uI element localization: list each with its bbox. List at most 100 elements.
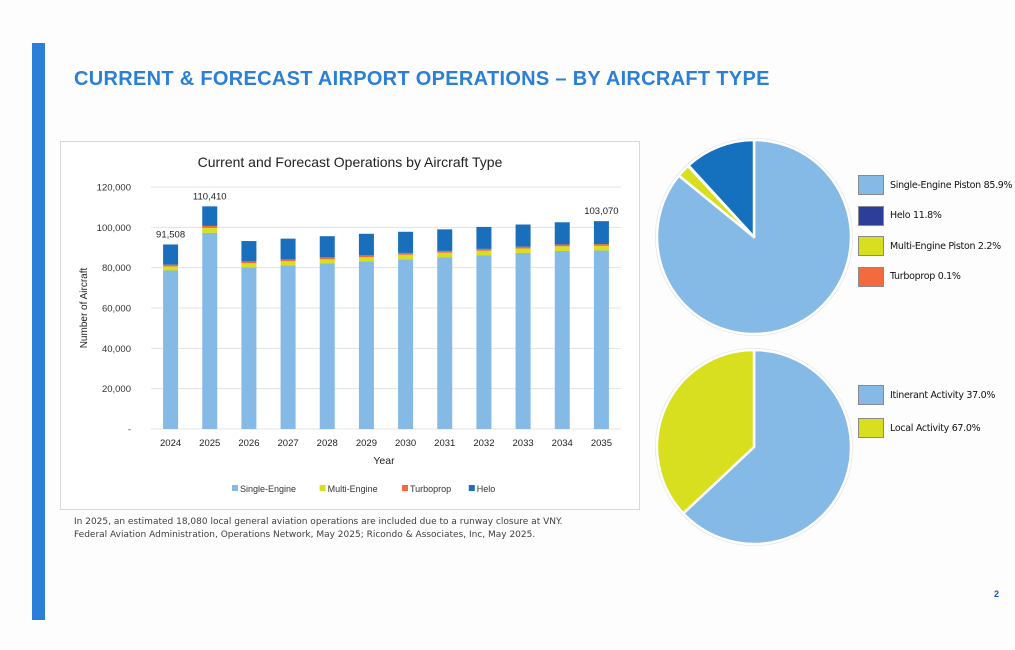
legend-label: Itinerant Activity 37.0% (890, 389, 996, 401)
x-tick-label: 2034 (552, 438, 573, 449)
legend-label: Multi-Engine (328, 484, 378, 494)
bar-segment-single-engine (358, 261, 374, 429)
bar-segment-single-engine (593, 250, 609, 429)
legend-swatch (858, 418, 884, 438)
legend-swatch (858, 385, 884, 405)
bar-chart-container: Current and Forecast Operations by Aircr… (60, 141, 640, 510)
legend-label: Multi-Engine Piston 2.2% (890, 240, 1001, 252)
y-tick-label: 20,000 (102, 384, 131, 395)
legend-swatch (858, 175, 884, 195)
bar-segment-single-engine (476, 255, 492, 429)
pie-slice-helo (687, 138, 756, 239)
legend-swatch (468, 485, 475, 491)
bar-segment-helo (476, 226, 492, 249)
bar-segment-helo (241, 241, 257, 262)
x-tick-label: 2031 (434, 438, 455, 449)
legend-label: Single-Engine (240, 484, 296, 494)
bar-segment-turboprop (398, 252, 414, 255)
y-tick-label: 60,000 (102, 304, 131, 315)
activity-legend-item: Local Activity 67.0% (858, 418, 981, 438)
legend-swatch (402, 485, 408, 491)
aircraft-type-legend-item: Single-Engine Piston 85.9% (858, 175, 1013, 195)
bar-segment-turboprop (476, 248, 492, 251)
legend-label: Helo (477, 484, 496, 494)
bar-segment-helo (202, 206, 218, 226)
data-label: 110,410 (193, 191, 227, 202)
bar-segment-turboprop (515, 246, 531, 249)
x-tick-label: 2024 (160, 438, 181, 449)
bar-segment-turboprop (437, 250, 453, 253)
bar-segment-single-engine (202, 232, 218, 429)
bar-segment-turboprop (202, 225, 218, 228)
bar-segment-single-engine (515, 252, 531, 429)
y-tick-label: 80,000 (102, 263, 131, 274)
bar-chart: Current and Forecast Operations by Aircr… (79, 154, 621, 494)
bar-segment-multi-engine (241, 263, 257, 268)
y-tick-label: 120,000 (97, 183, 131, 194)
x-axis-label: Year (373, 455, 395, 467)
x-tick-label: 2025 (199, 438, 220, 449)
bar-segment-multi-engine (398, 254, 414, 260)
bar-segment-turboprop (280, 259, 296, 262)
bar-segment-multi-engine (554, 246, 570, 251)
y-tick-label: 40,000 (102, 344, 131, 355)
bar-segment-multi-engine (476, 250, 492, 256)
legend-swatch (319, 485, 326, 491)
bar-segment-single-engine (280, 265, 296, 429)
bar-segment-single-engine (554, 250, 570, 429)
data-label: 91,508 (156, 229, 185, 240)
bar-segment-turboprop (554, 244, 570, 247)
bar-segment-turboprop (241, 261, 257, 264)
legend-label: Single-Engine Piston 85.9% (890, 179, 1013, 191)
y-tick-label: - (128, 425, 131, 436)
bar-segment-multi-engine (280, 261, 296, 266)
aircraft-type-pie-chart (655, 138, 853, 336)
page-number: 2 (994, 589, 1000, 599)
activity-legend-item: Itinerant Activity 37.0% (858, 385, 995, 405)
legend-label: Local Activity 67.0% (890, 422, 981, 434)
pie-slice-itinerant (655, 348, 756, 515)
x-tick-label: 2033 (513, 438, 534, 449)
bar-segment-helo (437, 229, 453, 251)
bar-segment-single-engine (241, 267, 257, 429)
footnote: In 2025, an estimated 18,080 local gener… (74, 516, 563, 542)
x-tick-label: 2026 (238, 438, 259, 449)
bar-segment-multi-engine (319, 259, 335, 264)
footnote-line-2: Federal Aviation Administration, Operati… (74, 530, 536, 540)
bar-segment-turboprop (593, 244, 609, 246)
bar-segment-multi-engine (593, 245, 609, 251)
bar-segment-helo (398, 231, 414, 253)
footnote-line-1: In 2025, an estimated 18,080 local gener… (74, 517, 563, 527)
bar-segment-helo (358, 233, 374, 256)
chart-title: Current and Forecast Operations by Aircr… (198, 154, 503, 170)
legend-swatch (858, 266, 884, 287)
legend-swatch (858, 236, 884, 256)
bar-segment-helo (554, 222, 570, 245)
legend-label: Turboprop (410, 484, 451, 494)
bar-segment-multi-engine (163, 266, 179, 271)
bar-segment-helo (515, 224, 531, 247)
x-tick-label: 2032 (473, 438, 494, 449)
x-tick-label: 2028 (317, 438, 338, 449)
aircraft-type-legend-item: Multi-Engine Piston 2.2% (858, 236, 1001, 256)
bar-segment-multi-engine (437, 252, 453, 258)
bar-segment-single-engine (437, 257, 453, 429)
bar-segment-turboprop (319, 257, 335, 260)
bar-segment-single-engine (319, 263, 335, 429)
legend-label: Turboprop 0.1% (890, 271, 961, 282)
pie-slice-local (682, 348, 853, 546)
activity-pie-chart (655, 348, 853, 546)
bar-segment-multi-engine (202, 227, 218, 233)
bar-segment-single-engine (398, 259, 414, 429)
bar-segment-turboprop (358, 255, 374, 258)
legend-swatch (858, 205, 884, 226)
bar-segment-helo (593, 221, 609, 245)
aircraft-type-legend-item: Helo 11.8% (858, 205, 942, 226)
bar-segment-single-engine (163, 270, 179, 429)
bar-segment-helo (163, 244, 179, 265)
data-label: 103,070 (584, 206, 618, 217)
bar-segment-helo (319, 236, 335, 258)
y-tick-label: 100,000 (97, 223, 131, 234)
x-tick-label: 2027 (278, 438, 299, 449)
